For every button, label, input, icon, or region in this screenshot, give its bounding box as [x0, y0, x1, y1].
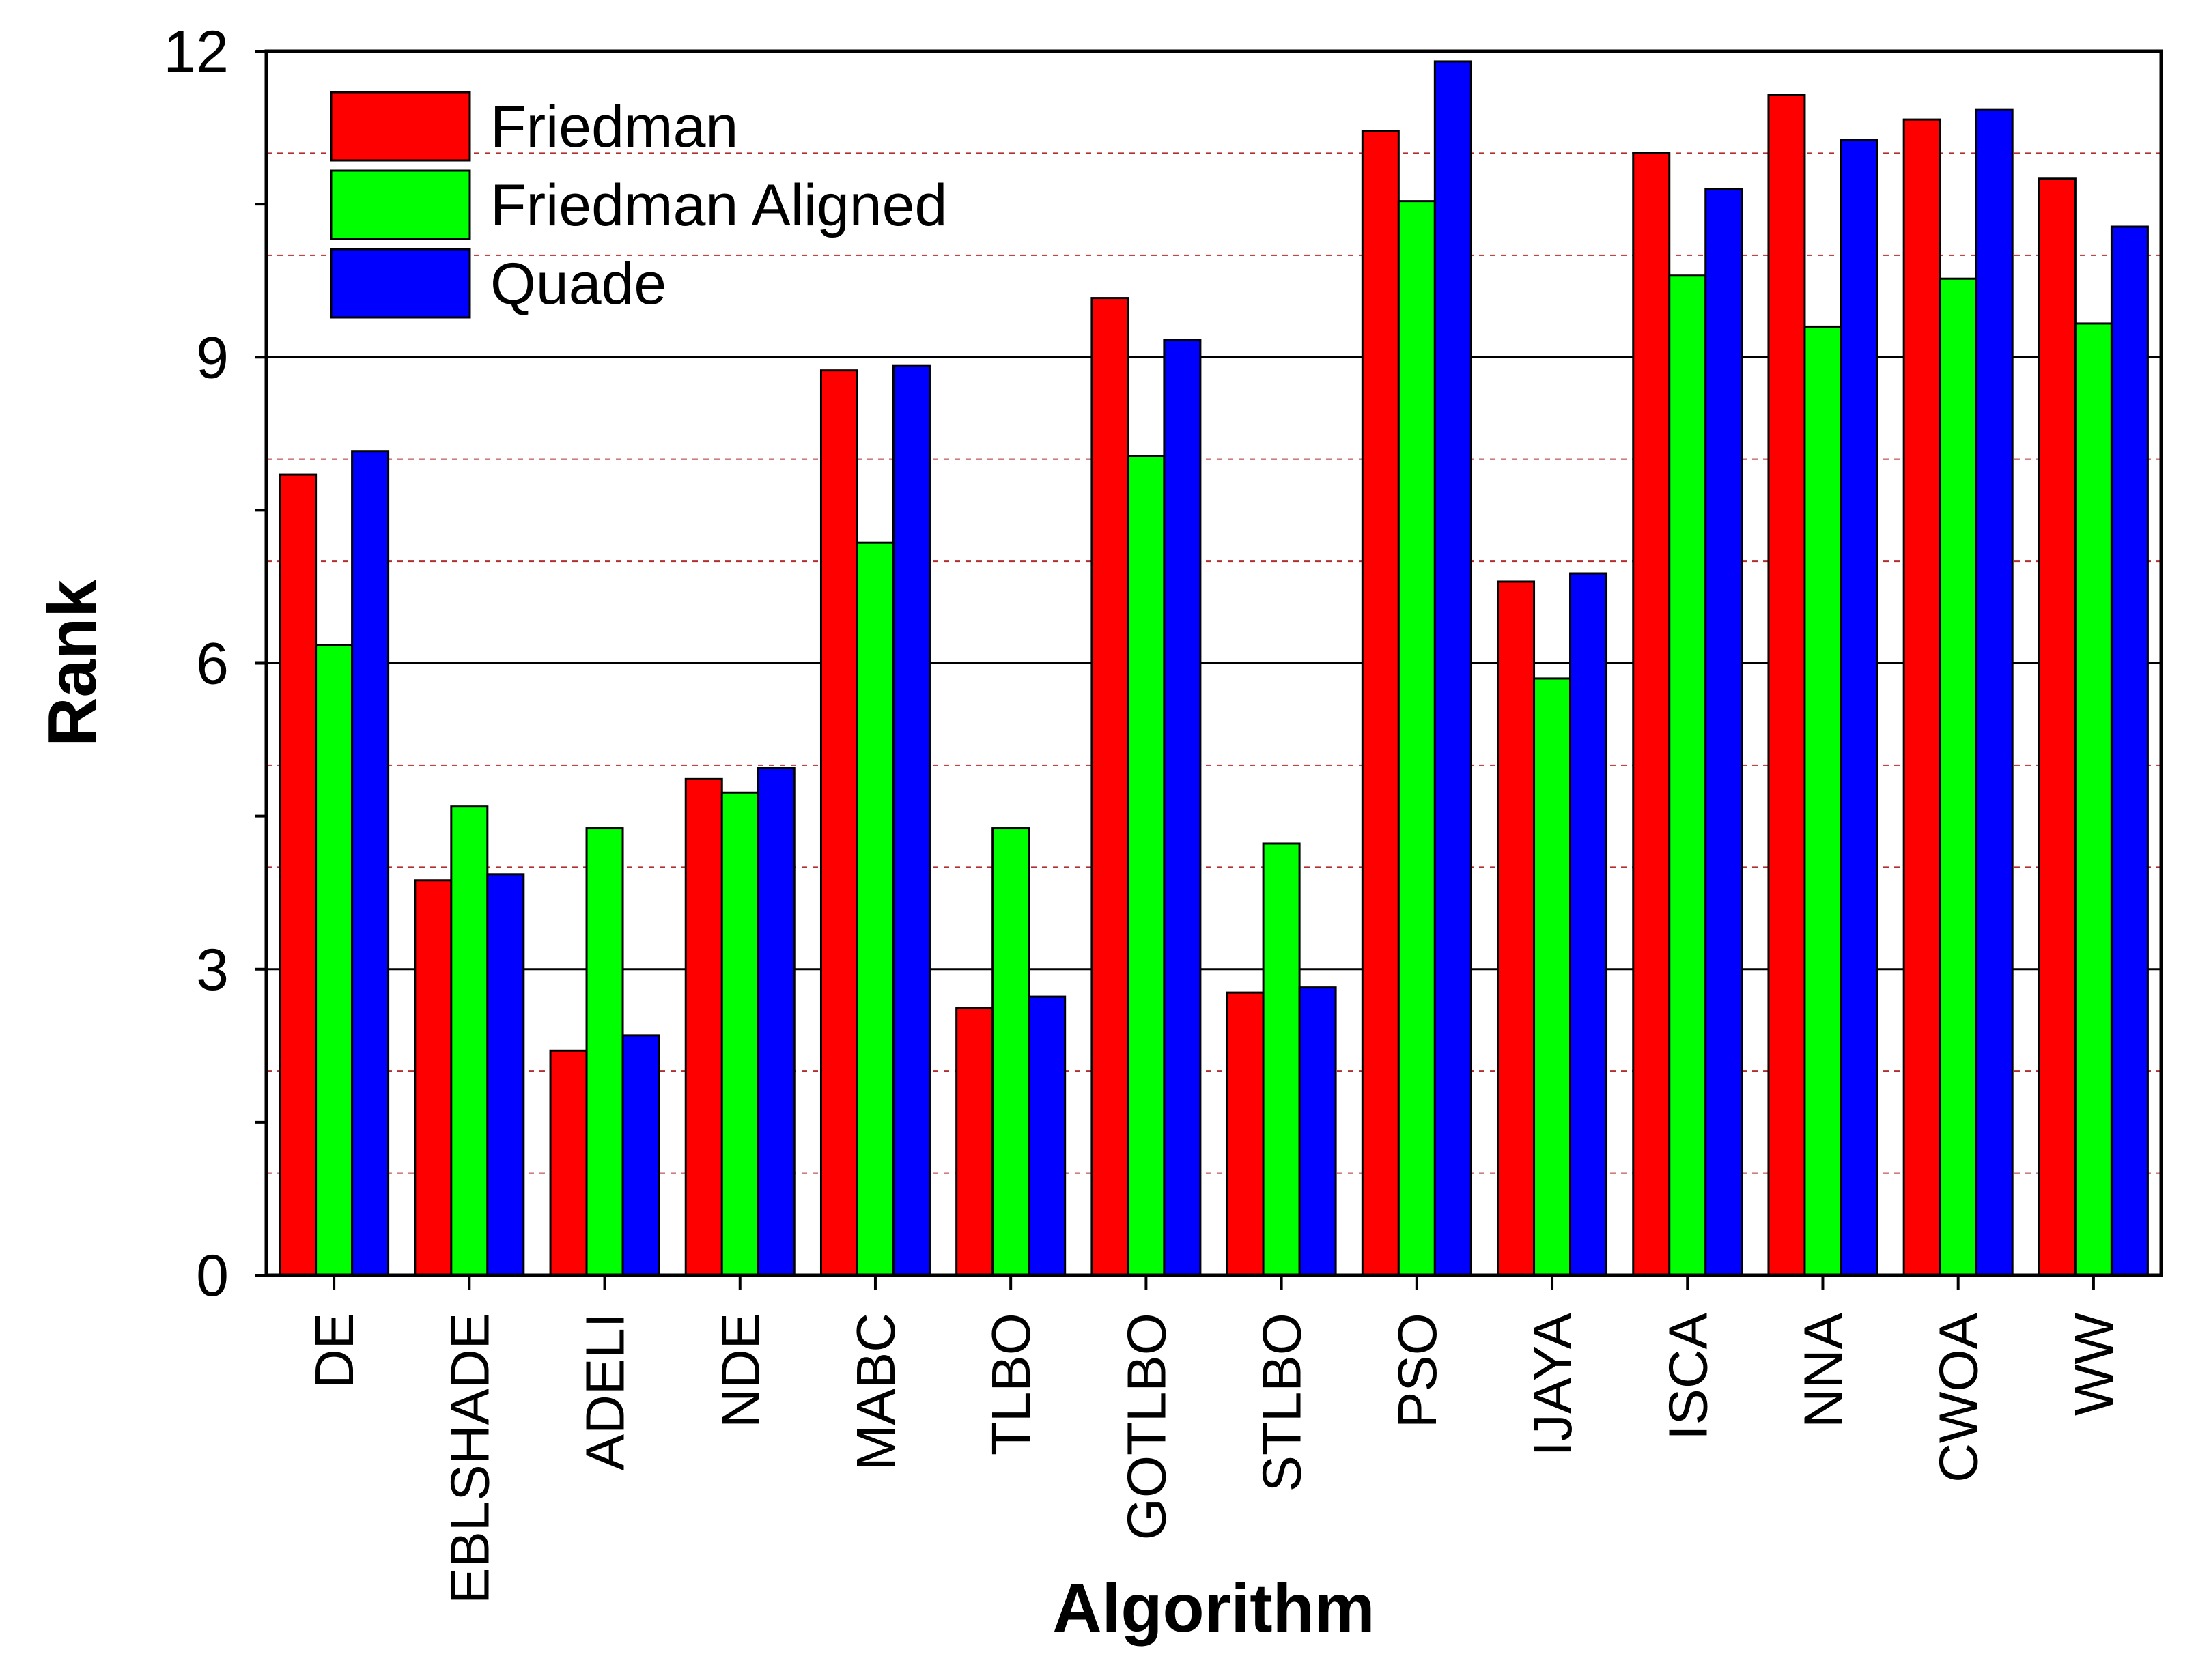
bar-pso-friedman — [1361, 130, 1400, 1277]
x-tick-label: IJAYA — [1522, 1312, 1583, 1456]
bar-stlbo-friedman-aligned — [1262, 842, 1301, 1277]
y-axis-title: Rank — [34, 580, 111, 747]
x-tick-label: NDE — [710, 1313, 771, 1428]
bar-nna-friedman — [1767, 94, 1806, 1277]
bar-tlbo-friedman-aligned — [991, 827, 1030, 1277]
bar-nde-friedman — [684, 777, 723, 1277]
bar-cwoa-quade — [1975, 108, 2014, 1277]
y-axis: 0 3 6 9 12 — [163, 19, 266, 1309]
x-tick-label: TLBO — [981, 1313, 1041, 1455]
bar-nna-friedman-aligned — [1803, 325, 1842, 1277]
legend-label: Friedman — [490, 94, 738, 160]
bar-gotlbo-friedman — [1090, 297, 1129, 1277]
bar-gotlbo-quade — [1163, 339, 1202, 1277]
x-axis-title: Algorithm — [1052, 1570, 1375, 1647]
bar-tlbo-quade — [1028, 995, 1067, 1277]
legend-swatch-friedman — [330, 91, 471, 162]
x-tick-label: STLBO — [1252, 1313, 1312, 1492]
bar-ijaya-friedman — [1497, 580, 1536, 1277]
x-tick-label: NNA — [1792, 1312, 1853, 1428]
bar-ijaya-friedman-aligned — [1533, 677, 1572, 1277]
x-tick-label: WW — [2064, 1313, 2124, 1416]
x-tick-label: PSO — [1387, 1313, 1448, 1428]
bar-adeli-friedman-aligned — [585, 827, 624, 1277]
legend-swatch-friedman-aligned — [330, 169, 471, 240]
bar-isca-friedman — [1632, 152, 1671, 1277]
x-tick-label: EBLSHADE — [439, 1313, 500, 1604]
bar-adeli-quade — [621, 1034, 660, 1277]
bar-ww-quade — [2110, 225, 2149, 1277]
legend: Friedman Friedman Aligned Quade — [330, 91, 947, 319]
bar-pso-quade — [1433, 60, 1472, 1277]
bar-nde-quade — [757, 767, 796, 1277]
bar-tlbo-friedman — [955, 1007, 994, 1277]
x-tick-label: DE — [304, 1313, 365, 1389]
x-tick-label: MABC — [845, 1313, 906, 1470]
legend-label: Friedman Aligned — [490, 173, 947, 238]
bar-eblshade-friedman-aligned — [450, 805, 489, 1277]
bar-mabc-friedman — [819, 369, 858, 1277]
y-tick-label: 0 — [196, 1243, 229, 1309]
legend-swatch-quade — [330, 248, 471, 319]
bar-ijaya-quade — [1569, 572, 1608, 1277]
x-tick-label: ISCA — [1657, 1312, 1718, 1440]
bar-isca-quade — [1704, 188, 1743, 1277]
bar-eblshade-friedman — [414, 879, 453, 1277]
bar-nde-friedman-aligned — [720, 791, 759, 1277]
x-axis: DE EBLSHADE ADELI NDE MABC TLBO GOTLBO STLBO PSO… — [304, 1275, 2124, 1604]
bar-de-quade — [351, 450, 390, 1277]
y-tick-label: 12 — [163, 19, 229, 85]
bar-mabc-quade — [892, 364, 931, 1277]
bar-ww-friedman — [2038, 177, 2077, 1277]
bar-isca-friedman-aligned — [1668, 274, 1707, 1277]
bar-gotlbo-friedman-aligned — [1127, 455, 1166, 1277]
bar-pso-friedman-aligned — [1397, 200, 1436, 1277]
x-tick-label: CWOA — [1928, 1312, 1989, 1483]
legend-label: Quade — [490, 251, 666, 317]
bar-eblshade-quade — [486, 873, 525, 1277]
bars-group — [279, 60, 2149, 1277]
bar-de-friedman — [279, 473, 318, 1277]
bar-de-friedman-aligned — [315, 644, 354, 1277]
x-tick-label: ADELI — [575, 1313, 636, 1470]
bar-cwoa-friedman — [1902, 118, 1941, 1277]
y-tick-label: 6 — [196, 631, 229, 697]
y-tick-label: 9 — [196, 325, 229, 390]
bar-stlbo-friedman — [1226, 991, 1265, 1277]
x-tick-label: GOTLBO — [1116, 1313, 1177, 1540]
y-tick-label: 3 — [196, 937, 229, 1003]
bar-nna-quade — [1840, 139, 1878, 1277]
bar-stlbo-quade — [1298, 986, 1337, 1277]
bar-adeli-friedman — [549, 1049, 588, 1277]
bar-mabc-friedman-aligned — [856, 541, 895, 1277]
bar-ww-friedman-aligned — [2074, 322, 2113, 1277]
bar-cwoa-friedman-aligned — [1939, 277, 1977, 1277]
